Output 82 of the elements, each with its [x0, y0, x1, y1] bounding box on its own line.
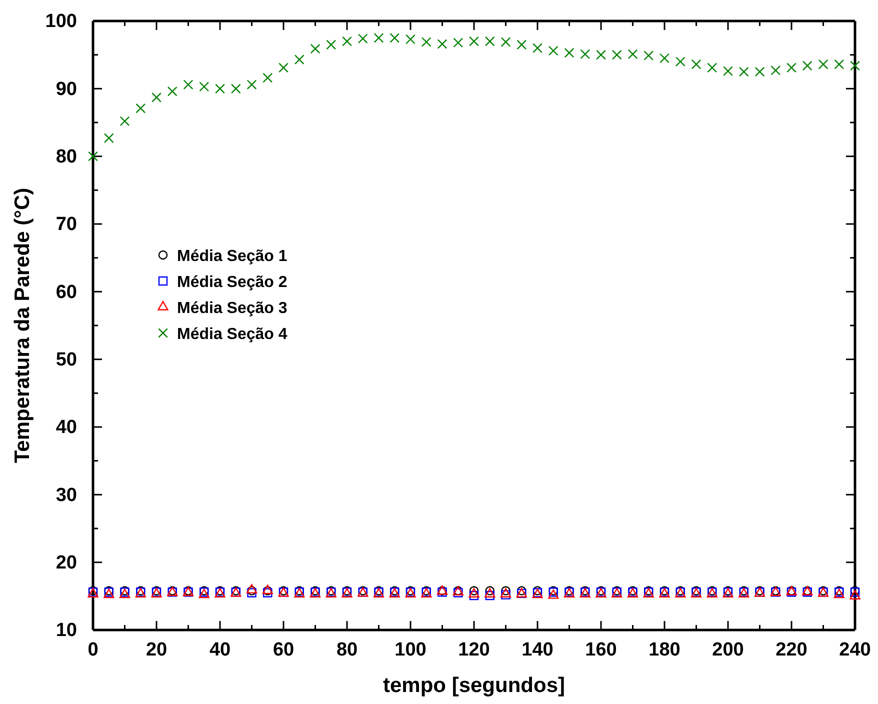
- point: [310, 44, 320, 54]
- point: [644, 50, 654, 60]
- point: [246, 80, 257, 90]
- point: [262, 72, 273, 83]
- y-tick-label: 10: [56, 620, 77, 642]
- legend-label: Média Seção 4: [177, 326, 288, 343]
- point: [596, 50, 606, 60]
- y-tick-label: 20: [56, 552, 77, 574]
- x-tick-label: 160: [585, 639, 617, 660]
- point: [675, 56, 686, 67]
- x-axis-title: tempo [segundos]: [383, 674, 565, 697]
- point: [770, 65, 781, 76]
- y-tick-label: 30: [56, 484, 77, 506]
- point: [818, 59, 828, 70]
- x-tick-label: 180: [648, 639, 680, 660]
- x-tick-label: 40: [209, 639, 231, 660]
- x-tick-label: 0: [88, 639, 98, 660]
- legend-label: Média Seção 2: [177, 274, 288, 291]
- y-tick-label: 80: [56, 146, 77, 168]
- point: [358, 34, 368, 44]
- point: [421, 37, 432, 47]
- x-tick-label: 220: [776, 639, 808, 660]
- point: [326, 40, 336, 50]
- y-axis-title: Temperatura da Parede (°C): [11, 188, 34, 464]
- x-tick-label: 240: [839, 639, 871, 660]
- point: [802, 60, 812, 71]
- point: [723, 66, 733, 76]
- point: [374, 32, 384, 43]
- point: [294, 54, 304, 65]
- point: [485, 590, 494, 600]
- point: [167, 86, 178, 96]
- point: [691, 59, 702, 70]
- x-tick-label: 20: [146, 639, 168, 660]
- point: [342, 36, 352, 46]
- point: [628, 49, 638, 60]
- point: [469, 36, 479, 46]
- point: [469, 590, 479, 600]
- point: [183, 80, 194, 90]
- point: [786, 62, 796, 73]
- y-tick-label: 100: [45, 11, 77, 32]
- x-tick-label: 80: [336, 639, 358, 660]
- point: [834, 59, 844, 70]
- x-tick-label: 100: [394, 639, 426, 660]
- point: [850, 60, 860, 71]
- point: [88, 151, 98, 162]
- point: [230, 84, 241, 94]
- x-tick-label: 140: [522, 639, 554, 660]
- y-tick-label: 70: [56, 214, 77, 236]
- point: [564, 48, 574, 58]
- point: [532, 43, 542, 54]
- point: [516, 40, 527, 50]
- point: [484, 36, 495, 46]
- legend-label: Média Seção 3: [177, 300, 288, 317]
- y-tick-label: 50: [56, 349, 77, 370]
- point: [738, 66, 749, 77]
- point: [152, 92, 162, 102]
- point: [437, 39, 448, 49]
- point: [501, 590, 510, 600]
- point: [754, 66, 765, 77]
- point: [612, 50, 622, 60]
- y-tick-label: 60: [56, 282, 77, 303]
- point: [500, 37, 511, 47]
- legend-label: Média Seção 1: [177, 248, 288, 265]
- point: [120, 116, 130, 126]
- y-tick-label: 40: [56, 417, 77, 438]
- x-tick-label: 120: [458, 639, 490, 660]
- point: [136, 103, 146, 114]
- point: [707, 62, 718, 73]
- point: [660, 53, 670, 64]
- point: [850, 590, 860, 600]
- y-tick-label: 90: [56, 78, 77, 100]
- point: [278, 62, 288, 73]
- point: [199, 82, 210, 92]
- point: [406, 34, 416, 44]
- point: [548, 46, 558, 56]
- point: [104, 133, 114, 144]
- point: [580, 49, 590, 60]
- point: [453, 38, 464, 48]
- x-tick-label: 200: [712, 639, 744, 660]
- point: [390, 32, 400, 43]
- point: [215, 84, 225, 94]
- x-tick-label: 60: [272, 639, 294, 660]
